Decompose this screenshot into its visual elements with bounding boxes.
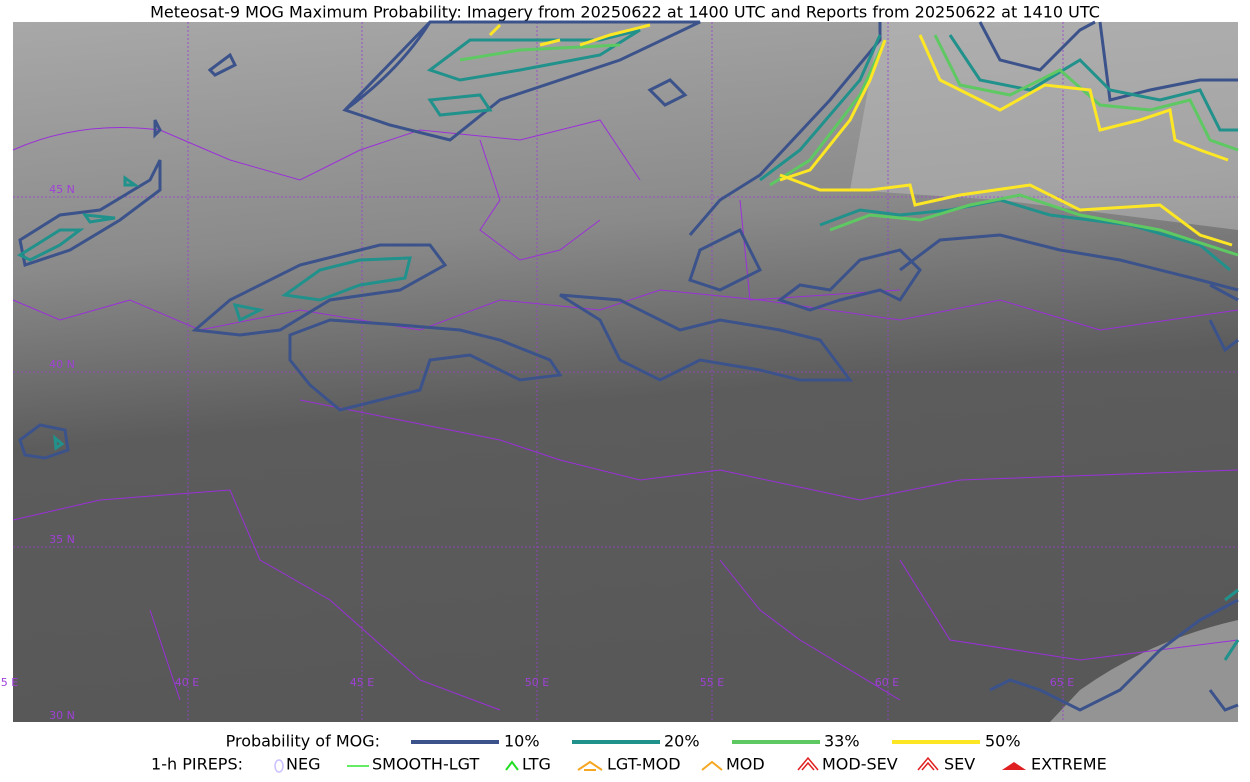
legend-symbol bbox=[577, 760, 603, 771]
latitude-label: 35 N bbox=[49, 533, 75, 546]
legend-label: 33% bbox=[824, 732, 860, 751]
longitude-label: 40 E bbox=[175, 676, 199, 689]
legend-title: 1-h PIREPS: bbox=[151, 755, 243, 774]
legend-label: EXTREME bbox=[1031, 755, 1107, 774]
latitude-label: 40 N bbox=[49, 358, 75, 371]
legend-title: Probability of MOG: bbox=[226, 732, 380, 751]
latitude-label: 45 N bbox=[49, 183, 75, 196]
grid-labels: 45 N 40 N 35 N 30 N 35 E 40 E 45 E 50 E … bbox=[0, 183, 1074, 722]
legend-label: 50% bbox=[985, 732, 1021, 751]
longitude-label: 50 E bbox=[525, 676, 549, 689]
legend-symbol bbox=[917, 756, 939, 771]
legend-label: SMOOTH-LGT bbox=[372, 755, 479, 774]
legend-symbol bbox=[1002, 762, 1026, 770]
legend-label: MOD-SEV bbox=[822, 755, 898, 774]
longitude-label: 60 E bbox=[875, 676, 899, 689]
latitude-label: 30 N bbox=[49, 709, 75, 722]
legend: Probability of MOG: 10% 20% 33% 50% 1-h … bbox=[151, 732, 1107, 774]
legend-symbol bbox=[505, 760, 519, 771]
legend-symbol bbox=[274, 759, 284, 773]
legend-label: 20% bbox=[664, 732, 700, 751]
legend-label: SEV bbox=[944, 755, 975, 774]
legend-symbol bbox=[701, 760, 723, 771]
legend-symbol bbox=[797, 756, 819, 771]
cloud bbox=[850, 22, 1238, 230]
legend-label: 10% bbox=[504, 732, 540, 751]
longitude-label: 45 E bbox=[350, 676, 374, 689]
grid bbox=[13, 22, 1238, 722]
legend-label: LGT-MOD bbox=[607, 755, 681, 774]
title: Meteosat-9 MOG Maximum Probability: Imag… bbox=[150, 3, 1100, 22]
contours bbox=[16, 20, 1240, 712]
legend-label: LTG bbox=[522, 755, 551, 774]
longitude-label: 65 E bbox=[1050, 676, 1074, 689]
longitude-label: 35 E bbox=[0, 676, 18, 689]
legend-label: MOD bbox=[726, 755, 765, 774]
longitude-label: 55 E bbox=[700, 676, 724, 689]
legend-label: NEG bbox=[286, 755, 320, 774]
map: 45 N 40 N 35 N 30 N 35 E 40 E 45 E 50 E … bbox=[0, 20, 1240, 722]
borders bbox=[12, 119, 1239, 711]
